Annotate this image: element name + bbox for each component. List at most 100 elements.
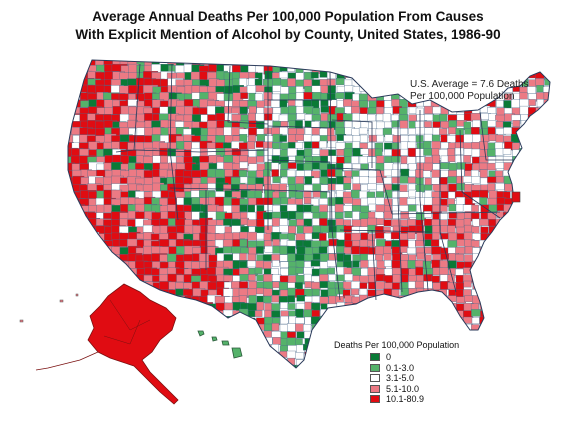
county-cell	[488, 322, 498, 330]
county-cell	[399, 303, 408, 312]
county-cell	[71, 345, 88, 358]
county-cell	[375, 204, 385, 213]
county-cell	[463, 358, 472, 368]
county-cell	[399, 72, 408, 81]
county-cell	[328, 60, 337, 66]
county-cell	[215, 323, 232, 335]
county-cell	[511, 310, 521, 318]
county-cell	[79, 267, 91, 279]
county-cell	[504, 310, 513, 318]
county-cell	[167, 302, 183, 312]
county-cell	[295, 86, 304, 93]
county-cell	[535, 162, 544, 172]
county-cell	[479, 338, 490, 347]
county-cell	[463, 64, 474, 72]
county-cell	[543, 303, 550, 311]
county-cell	[519, 302, 529, 309]
county-cell	[263, 261, 272, 269]
county-cell	[79, 282, 91, 295]
county-cell	[231, 324, 244, 335]
county-cell	[223, 365, 238, 368]
county-cell	[247, 231, 257, 241]
county-cell	[68, 226, 78, 239]
county-cell	[527, 345, 536, 353]
county-cell	[375, 71, 384, 79]
county-cell	[160, 366, 174, 368]
county-cell	[553, 253, 561, 261]
county-cell	[303, 106, 314, 115]
county-cell	[487, 246, 496, 254]
county-cell	[112, 365, 123, 368]
county-cell	[495, 183, 505, 191]
county-cell	[120, 365, 132, 368]
county-cell	[512, 163, 521, 170]
county-cell	[320, 169, 328, 177]
county-cell	[79, 218, 90, 231]
county-cell	[455, 219, 465, 229]
county-cell	[448, 323, 458, 332]
county-cell	[431, 302, 443, 311]
county-cell	[367, 308, 376, 317]
county-cell	[431, 219, 441, 226]
county-cell	[68, 64, 79, 75]
county-cell	[527, 282, 537, 292]
county-cell	[198, 366, 214, 368]
county-cell	[182, 329, 198, 343]
county-cell	[488, 253, 499, 262]
county-cell	[286, 204, 297, 213]
county-cell	[191, 337, 204, 347]
county-cell	[168, 351, 185, 360]
county-cell	[535, 266, 546, 275]
county-cell	[399, 175, 409, 184]
county-cell	[375, 331, 385, 340]
county-cell	[471, 352, 482, 360]
county-cell	[96, 261, 111, 272]
county-cell	[230, 317, 247, 328]
county-cell	[520, 204, 529, 213]
county-cell	[343, 323, 354, 331]
us-average-line-1: U.S. Average = 7.6 Deaths	[410, 79, 529, 90]
county-cell	[271, 352, 282, 361]
county-cell	[287, 323, 296, 332]
county-cell	[480, 212, 489, 220]
county-cell	[184, 317, 199, 328]
county-cell	[368, 71, 379, 80]
county-cell	[175, 322, 192, 332]
county-cell	[495, 176, 504, 183]
county-cell	[511, 219, 521, 228]
county-cell	[359, 60, 369, 67]
county-cell	[416, 296, 427, 306]
county-cell	[543, 135, 550, 145]
county-cell	[495, 268, 503, 278]
county-cell	[391, 260, 401, 269]
county-cell	[311, 309, 320, 317]
county-cell	[487, 176, 497, 183]
county-cell	[351, 245, 360, 255]
county-cell	[215, 344, 230, 358]
county-cell	[462, 176, 473, 183]
county-cell	[199, 351, 215, 363]
county-cell	[279, 359, 288, 367]
county-cell	[336, 239, 345, 248]
county-cell	[191, 351, 203, 363]
county-cell	[503, 288, 512, 297]
county-cell	[391, 302, 400, 310]
county-cell	[286, 169, 296, 178]
county-cell	[304, 254, 314, 262]
county-cell	[303, 330, 314, 339]
county-cell	[424, 114, 435, 121]
county-cell	[95, 246, 106, 257]
county-cell	[439, 309, 447, 317]
county-cell	[534, 289, 543, 299]
county-cell	[502, 121, 512, 129]
county-cell	[352, 71, 361, 78]
county-cell	[440, 121, 450, 129]
county-cell	[350, 288, 359, 296]
county-cell	[344, 211, 354, 218]
county-cell	[552, 323, 561, 329]
county-cell	[335, 323, 344, 332]
county-cell	[519, 239, 528, 248]
county-cell	[543, 274, 550, 283]
county-cell	[343, 177, 352, 184]
county-cell	[320, 338, 328, 347]
